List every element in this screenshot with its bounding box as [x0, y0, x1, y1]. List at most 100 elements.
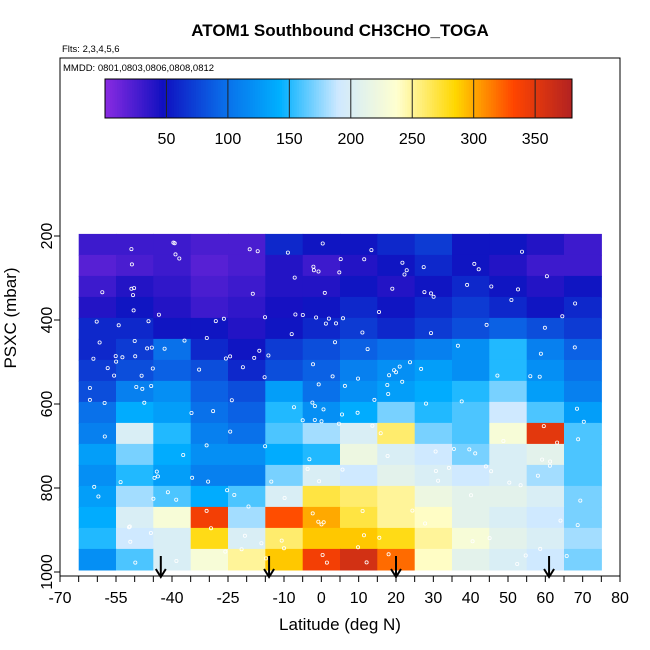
heatmap-cell: [564, 464, 602, 487]
colorbar-segment: [419, 79, 423, 118]
track-point: [468, 493, 473, 498]
heatmap-cell: [564, 422, 602, 445]
track-point: [279, 538, 284, 543]
track-point: [142, 400, 147, 405]
track-point: [564, 554, 569, 559]
colorbar-segment: [478, 79, 482, 118]
track-point: [311, 268, 316, 273]
colorbar-segment: [562, 79, 566, 118]
heatmap-cell: [228, 338, 266, 361]
colorbar-segment: [259, 79, 263, 118]
track-point: [155, 474, 160, 479]
colorbar-segment: [387, 79, 391, 118]
colorbar-segment: [370, 79, 374, 118]
colorbar-segment: [466, 79, 470, 118]
track-point: [365, 347, 370, 352]
heatmap-cell: [340, 527, 378, 550]
colorbar-segment: [422, 79, 426, 118]
x-tick-label: -10: [272, 590, 295, 607]
heatmap-cell: [452, 233, 490, 256]
colorbar-segment: [508, 79, 512, 118]
colorbar-segment: [505, 79, 509, 118]
track-point: [314, 315, 319, 320]
colorbar-segment: [449, 79, 453, 118]
heatmap-cell: [340, 380, 378, 403]
track-point: [573, 301, 578, 306]
heatmap-cell: [564, 443, 602, 466]
colorbar-segment: [264, 79, 268, 118]
heatmap-cell: [190, 296, 229, 319]
track-point: [133, 354, 138, 359]
track-point: [223, 549, 228, 554]
colorbar-tick-label: 100: [215, 131, 242, 148]
track-point: [182, 338, 187, 343]
track-point: [340, 316, 345, 321]
heatmap-cell: [526, 443, 565, 466]
track-point: [446, 465, 451, 470]
track-point: [421, 265, 426, 270]
track-point: [152, 475, 157, 480]
colorbar-segment: [360, 79, 364, 118]
down-arrow: [154, 556, 167, 579]
heatmap-cell: [377, 422, 416, 445]
colorbar-segment: [129, 79, 133, 118]
track-point: [339, 412, 344, 417]
colorbar-segment: [451, 79, 455, 118]
heatmap-cell: [564, 317, 602, 340]
heatmap-cell: [414, 548, 453, 571]
track-point: [555, 440, 560, 445]
colorbar-segment: [402, 79, 406, 118]
colorbar-frame: [104, 78, 573, 119]
heatmap-cell: [340, 275, 378, 298]
track-point: [87, 397, 92, 402]
track-point: [174, 559, 179, 564]
colorbar-segment: [481, 79, 485, 118]
colorbar-segment: [517, 79, 521, 118]
heatmap-cell: [228, 443, 266, 466]
track-point: [247, 247, 252, 252]
heatmap-cell: [489, 527, 528, 550]
track-point: [378, 431, 383, 436]
track-point: [134, 384, 139, 389]
heatmap-cell: [228, 464, 266, 487]
x-tick-label: 20: [387, 590, 405, 607]
heatmap-cell: [302, 527, 341, 550]
heatmap-cell: [377, 233, 416, 256]
colorbar-segment: [218, 79, 222, 118]
colorbar-segment: [493, 79, 497, 118]
heatmap-cell: [340, 485, 378, 508]
track-point: [472, 261, 477, 266]
heatmap-cell: [116, 527, 154, 550]
heatmap-cell: [452, 254, 490, 277]
track-point: [285, 250, 290, 255]
heatmap-cell: [377, 506, 416, 529]
track-point: [332, 340, 337, 345]
colorbar-segment: [146, 79, 150, 118]
colorbar-segment: [328, 79, 332, 118]
colorbar-segment: [195, 79, 199, 118]
track-point: [317, 479, 322, 484]
track-point: [369, 248, 374, 253]
track-point: [470, 539, 475, 544]
heatmap-cell: [78, 359, 117, 382]
heatmap-cell: [414, 254, 453, 277]
colorbar-segment: [171, 79, 175, 118]
colorbar-segment: [333, 79, 337, 118]
heatmap-cell: [302, 506, 341, 529]
heatmap-cell: [526, 275, 565, 298]
heatmap-cell: [265, 443, 304, 466]
heatmap-cell: [190, 233, 229, 256]
track-point: [213, 319, 218, 324]
heatmap-cell: [190, 422, 229, 445]
heatmap-cell: [153, 317, 192, 340]
track-point: [128, 539, 133, 544]
track-point: [129, 247, 134, 252]
track-point: [228, 429, 233, 434]
heatmap-cell: [265, 296, 304, 319]
colorbar-segment: [250, 79, 253, 118]
heatmap-cell: [116, 422, 154, 445]
colorbar-segment: [426, 79, 430, 118]
colorbar-segment: [166, 79, 170, 118]
track-point: [336, 421, 341, 426]
